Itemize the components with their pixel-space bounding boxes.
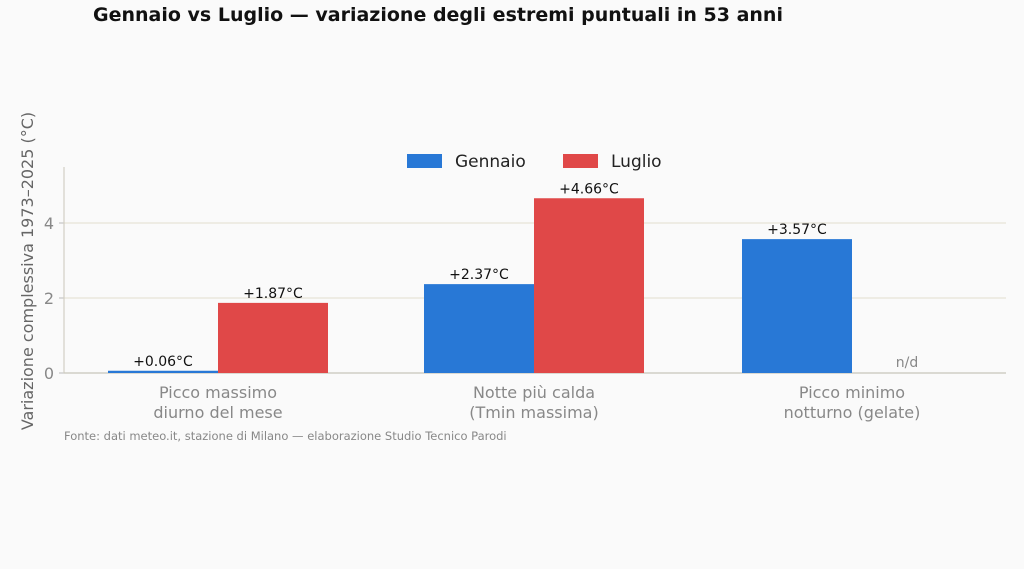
y-tick-label: 0 [44, 364, 54, 383]
bar-luglio [534, 198, 644, 373]
x-category-label-line: Picco minimo [799, 383, 905, 402]
data-label: +1.87°C [243, 286, 303, 302]
x-category-label: Picco minimo notturno (gelate) [784, 383, 921, 422]
data-label: +2.37°C [449, 267, 509, 283]
y-tick-label: 4 [44, 214, 54, 233]
chart-title: Gennaio vs Luglio — variazione degli est… [93, 4, 783, 26]
legend-label-gennaio: Gennaio [455, 152, 526, 172]
y-axis-label: Variazione complessiva 1973–2025 (°C) [18, 112, 37, 430]
legend-swatch-luglio [563, 154, 598, 168]
x-category-label: Notte più calda (Tmin massima) [469, 383, 598, 422]
legend-label-luglio: Luglio [611, 152, 662, 172]
data-label: +0.06°C [133, 354, 193, 370]
x-category-label-line: (Tmin massima) [469, 403, 598, 422]
bar-luglio [218, 302, 328, 373]
x-category-label-line: Notte più calda [473, 383, 595, 402]
bar-gennaio [108, 370, 218, 373]
data-label: +4.66°C [559, 181, 619, 197]
x-category-label: Picco massimo diurno del mese [153, 383, 282, 422]
bar-gennaio [742, 239, 852, 373]
legend: Gennaio Luglio [407, 152, 662, 172]
data-label-na: n/d [896, 355, 918, 371]
source-note: Fonte: dati meteo.it, stazione di Milano… [64, 429, 507, 443]
data-label: +3.57°C [767, 222, 827, 238]
y-tick-label: 2 [44, 289, 54, 308]
x-category-label-line: notturno (gelate) [784, 403, 921, 422]
axes: 0 2 4 Picco massimo diurno del mese Notte più… [44, 167, 1006, 422]
legend-swatch-gennaio [407, 154, 442, 168]
bar-gennaio [424, 284, 534, 373]
x-category-label-line: diurno del mese [153, 403, 282, 422]
data-labels: +0.06°C +2.37°C +3.57°C +1.87°C +4.66°C n/d [133, 181, 918, 371]
bars [108, 198, 852, 373]
x-category-label-line: Picco massimo [159, 383, 277, 402]
